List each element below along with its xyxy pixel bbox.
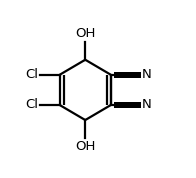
Text: Cl: Cl xyxy=(26,98,39,111)
Text: N: N xyxy=(142,68,151,81)
Text: OH: OH xyxy=(75,27,95,40)
Text: OH: OH xyxy=(75,140,95,153)
Text: Cl: Cl xyxy=(26,68,39,81)
Text: N: N xyxy=(142,98,151,111)
